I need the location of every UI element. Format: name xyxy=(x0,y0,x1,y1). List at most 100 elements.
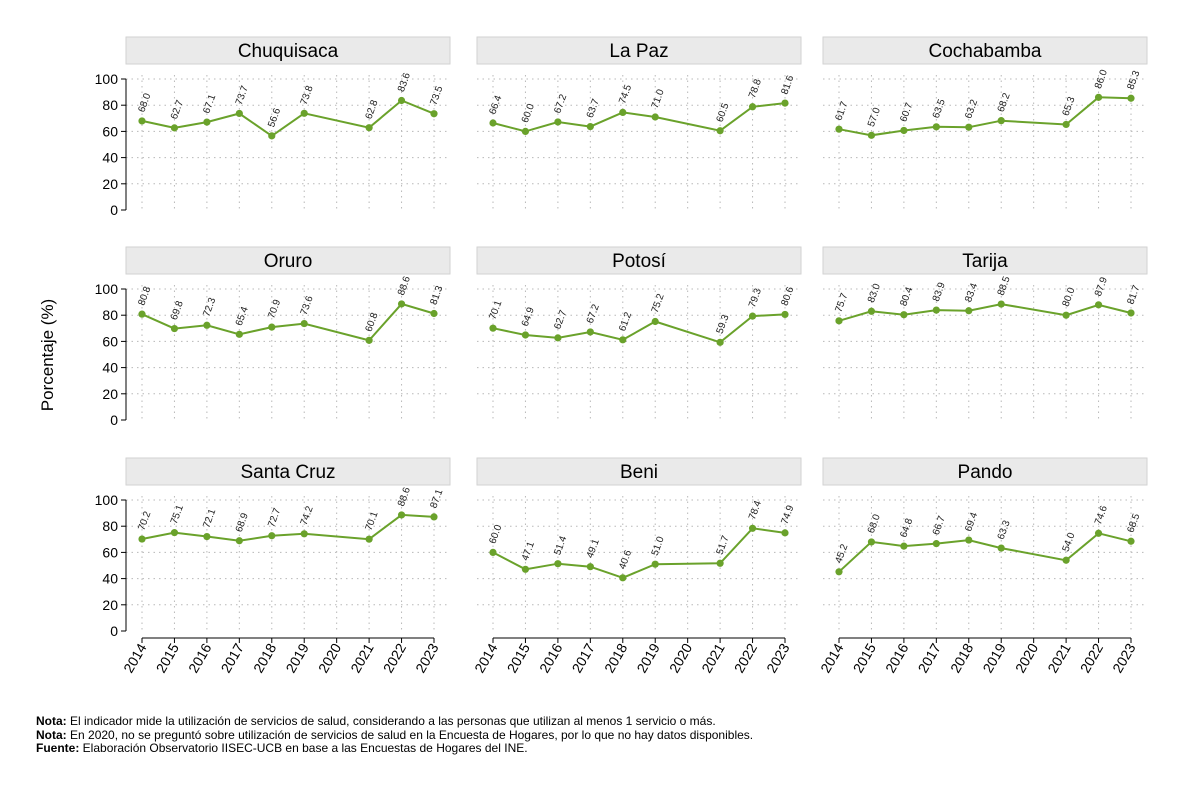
data-point xyxy=(365,124,373,132)
data-point xyxy=(138,117,146,125)
panel-title: Potosí xyxy=(612,251,667,272)
y-axis-label: Porcentaje (%) xyxy=(38,299,57,411)
data-label: 75.7 xyxy=(833,291,850,313)
data-label: 81.3 xyxy=(428,284,445,306)
data-point xyxy=(997,544,1005,552)
data-point xyxy=(1094,93,1103,101)
data-label: 87.1 xyxy=(428,487,445,509)
x-tick-label: 2020 xyxy=(666,640,696,675)
y-tick-label: 80 xyxy=(102,97,118,113)
y-tick-label: 20 xyxy=(102,386,118,402)
x-tick-label: 2021 xyxy=(347,640,377,675)
data-label: 83.9 xyxy=(931,281,948,303)
note-line: Nota: El indicador mide la utilización d… xyxy=(36,714,753,729)
x-tick-label: 2014 xyxy=(120,640,150,675)
panel-strip xyxy=(125,246,451,275)
data-point xyxy=(900,542,908,550)
x-tick-label: 2015 xyxy=(153,640,183,675)
x-tick-label: 2016 xyxy=(536,640,566,675)
data-point xyxy=(235,537,243,545)
data-label: 71.0 xyxy=(650,88,667,110)
data-point xyxy=(138,535,146,543)
data-label: 47.1 xyxy=(520,540,537,562)
data-point xyxy=(586,563,594,571)
data-point xyxy=(835,568,843,576)
data-label: 68.2 xyxy=(996,91,1013,113)
panel-strip xyxy=(476,457,802,486)
source-line: Fuente: Elaboración Observatorio IISEC-U… xyxy=(36,741,753,756)
panel-title: Oruro xyxy=(264,251,313,272)
data-point xyxy=(489,119,497,127)
data-label: 69.8 xyxy=(169,299,186,321)
data-point xyxy=(235,330,243,338)
data-label: 49.1 xyxy=(585,537,602,559)
data-label: 72.1 xyxy=(201,507,218,529)
data-label: 70.1 xyxy=(487,299,504,321)
data-point xyxy=(867,538,876,546)
data-point xyxy=(867,307,876,315)
data-point xyxy=(997,300,1005,308)
x-tick-label: 2015 xyxy=(504,640,534,675)
data-point xyxy=(489,324,497,332)
x-tick-label: 2022 xyxy=(380,640,410,675)
data-point xyxy=(521,565,530,573)
x-tick-label: 2019 xyxy=(633,640,663,675)
data-point xyxy=(965,123,973,131)
x-tick-label: 2023 xyxy=(763,640,793,675)
data-point xyxy=(781,310,789,319)
data-label: 62.7 xyxy=(552,308,569,330)
data-label: 73.8 xyxy=(299,84,316,106)
panel-strip xyxy=(125,36,451,65)
chart-figure: Porcentaje (%) Chuquisaca 0 20 40 60 80 100 68.… xyxy=(38,36,1148,675)
data-label: 83.4 xyxy=(963,281,980,303)
data-point xyxy=(1094,529,1103,537)
data-point xyxy=(170,324,179,333)
data-point xyxy=(430,110,438,118)
y-tick-label: 60 xyxy=(102,123,118,139)
panel-strip xyxy=(822,36,1148,65)
data-label: 78.4 xyxy=(747,499,764,521)
data-point xyxy=(268,132,276,140)
data-label: 62.8 xyxy=(364,98,381,120)
data-point xyxy=(781,99,789,107)
x-tick-label: 2019 xyxy=(282,640,312,675)
source-text: Elaboración Observatorio IISEC-UCB en ba… xyxy=(79,741,528,755)
data-point xyxy=(397,300,406,308)
x-tick-label: 2018 xyxy=(601,640,631,675)
data-label: 63.7 xyxy=(585,97,602,119)
data-point xyxy=(554,560,562,568)
data-point xyxy=(716,127,724,135)
panel-potos-: Potosí 70.1 64.9 62.7 67.2 61.2 75.2 59.3 79.3 80… xyxy=(476,246,802,420)
data-label: 85.3 xyxy=(1125,69,1142,91)
data-point xyxy=(932,540,940,548)
series-line-cochabamba xyxy=(838,96,1132,137)
data-point xyxy=(651,317,659,326)
series-line-potos- xyxy=(492,313,786,344)
series-line-beni xyxy=(492,527,786,579)
data-label: 63.3 xyxy=(996,519,1013,541)
data-point xyxy=(300,109,308,117)
data-point xyxy=(430,513,438,521)
data-label: 88.5 xyxy=(996,275,1013,297)
data-label: 75.2 xyxy=(650,292,667,314)
data-label: 66.4 xyxy=(487,94,504,116)
data-label: 81.6 xyxy=(779,74,796,96)
data-point xyxy=(965,307,973,315)
panel-title: Santa Cruz xyxy=(240,462,335,483)
data-point xyxy=(521,127,530,135)
data-point xyxy=(397,96,406,105)
data-label: 62.7 xyxy=(169,98,186,120)
data-label: 51.4 xyxy=(552,534,569,556)
data-label: 72.7 xyxy=(266,506,283,528)
data-point xyxy=(1094,301,1103,309)
data-label: 74.9 xyxy=(779,503,796,525)
data-label: 88.6 xyxy=(396,485,413,507)
panel-title: Chuquisaca xyxy=(238,41,339,62)
data-label: 61.7 xyxy=(833,100,850,122)
data-label: 80.6 xyxy=(779,285,796,307)
data-point xyxy=(365,336,373,344)
data-point xyxy=(170,529,179,537)
